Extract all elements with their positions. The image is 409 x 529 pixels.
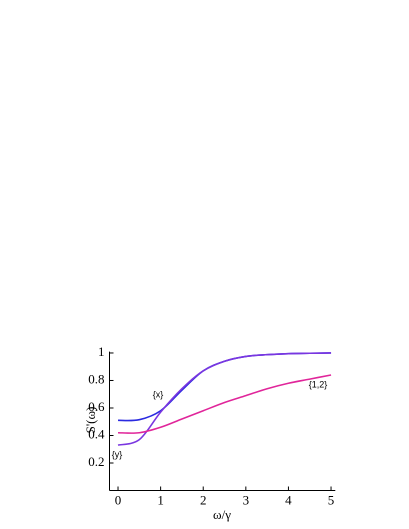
x-tick-label: 3 xyxy=(243,492,250,507)
series-label: {y} xyxy=(112,449,123,459)
series-line xyxy=(118,374,332,434)
series-line xyxy=(117,352,332,446)
x-tick-label: 4 xyxy=(285,492,292,507)
series-line xyxy=(117,352,332,422)
x-tick-label: 0 xyxy=(115,492,122,507)
series-label: {x} xyxy=(153,389,164,399)
x-tick-label: 5 xyxy=(328,492,335,507)
y-tick-label: 1 xyxy=(98,344,105,359)
y-tick-label: 0.4 xyxy=(88,426,105,441)
y-tick-label: 0.2 xyxy=(88,454,104,469)
x-tick-label: 1 xyxy=(157,492,164,507)
y-tick-label: 0.8 xyxy=(88,371,104,386)
y-tick-label: 0.6 xyxy=(88,399,105,414)
x-tick-label: 2 xyxy=(200,492,207,507)
y-axis-label: S'(ω) xyxy=(83,407,98,434)
x-axis-label: ω/γ xyxy=(213,507,231,522)
series-label: {1,2} xyxy=(309,379,328,389)
